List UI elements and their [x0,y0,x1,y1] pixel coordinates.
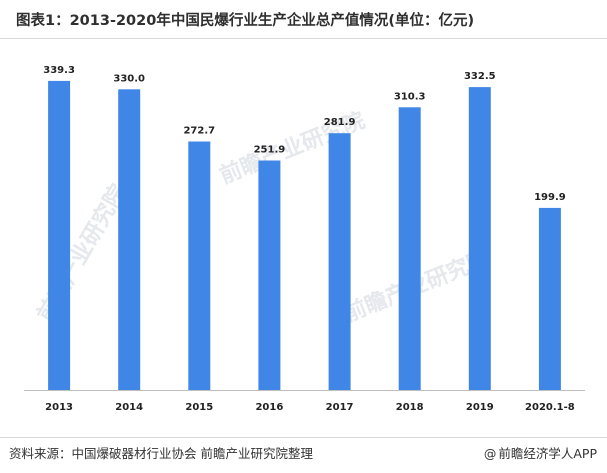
bar-value-label: 199.9 [534,192,566,203]
bar-value-label: 281.9 [324,117,356,128]
bar-2019 [468,87,491,390]
x-tick-label: 2014 [115,402,143,413]
bar-2017 [328,133,351,390]
at-symbol: @ [483,446,497,461]
credit: @ 前瞻经济学人APP [484,443,597,462]
labels-layer: 339.3 2013 330.0 2014 272.7 2015 251.9 2016 281.… [43,65,575,413]
chart-title: 图表1：2013-2020年中国民爆行业生产企业总产值情况(单位：亿元) [16,13,475,29]
bar-2014 [118,89,141,391]
x-tick-label: 2018 [396,402,424,413]
x-tick-label: 2017 [326,402,354,413]
bar-2015 [188,141,211,390]
x-tick-label: 2019 [466,402,494,413]
bar-value-label: 330.0 [113,73,145,84]
bar-value-label: 272.7 [183,126,215,137]
footer-divider [0,437,607,438]
bar-2013 [48,80,71,391]
bar-value-label: 339.3 [43,65,75,76]
bar-value-label: 251.9 [254,145,286,156]
bar-2020.1-8 [538,207,561,390]
title-divider [0,38,607,39]
bar-2016 [258,160,281,390]
bar-value-label: 310.3 [394,91,426,102]
x-tick-label: 2013 [45,402,73,413]
x-tick-label: 2015 [185,402,213,413]
watermark-text: 前瞻产业研究院 [32,180,132,326]
x-tick-label: 2020.1-8 [525,402,575,413]
bar-2018 [398,107,421,391]
x-tick-label: 2016 [255,402,283,413]
bars-layer [48,80,561,391]
source-note: 资料来源：中国爆破器材行业协会 前瞻产业研究院整理 [9,446,313,461]
bar-value-label: 332.5 [464,71,496,82]
credit-text: 前瞻经济学人APP [498,446,597,461]
